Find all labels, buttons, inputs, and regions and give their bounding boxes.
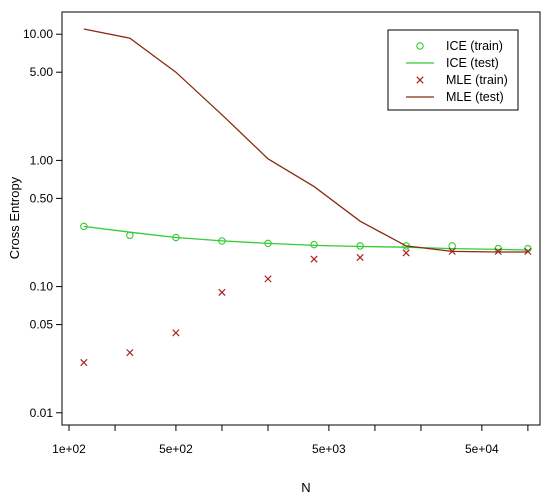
y-tick-label: 0.01	[30, 406, 54, 420]
x-tick-label: 1e+02	[52, 442, 86, 456]
y-tick-label: 0.10	[30, 280, 54, 294]
point-stroke	[172, 329, 180, 337]
x-tick-label: 5e+03	[312, 442, 346, 456]
legend-label-ice-test: ICE (test)	[446, 56, 499, 70]
plot-frame	[61, 11, 541, 426]
x-tick-label: 5e+02	[159, 442, 193, 456]
legend-key-circle	[416, 42, 424, 50]
point-mle-train	[218, 288, 226, 296]
point-stroke	[356, 253, 364, 262]
legend-label-mle-train: MLE (train)	[446, 73, 508, 87]
point-stroke	[264, 275, 272, 283]
point-ice-train	[310, 240, 318, 249]
x-axis-label: N	[301, 480, 310, 495]
series-line-mle-test	[83, 28, 528, 253]
point-mle-train	[264, 275, 272, 283]
point-stroke	[310, 255, 318, 263]
y-tick-label: 0.05	[30, 318, 54, 332]
legend: ICE (train) ICE (test) MLE (train) MLE (…	[387, 29, 519, 111]
point-mle-train	[402, 249, 410, 257]
y-tick-label: 0.50	[30, 191, 54, 205]
point-stroke	[402, 249, 410, 257]
point-stroke	[218, 288, 226, 296]
y-tick-label: 5.00	[30, 65, 54, 79]
legend-label-ice-train: ICE (train)	[446, 39, 503, 53]
point-mle-train	[310, 255, 318, 263]
point-mle-train	[80, 358, 88, 367]
legend-key-cross	[416, 76, 424, 84]
y-tick-label: 1.00	[30, 153, 54, 167]
legend-key-stroke	[416, 76, 424, 84]
y-tick-label: 10.00	[23, 27, 53, 41]
legend-label-mle-test: MLE (test)	[446, 90, 504, 104]
y-axis-label: Cross Entropy	[7, 176, 22, 259]
point-mle-train	[172, 329, 180, 337]
series-line-ice-test	[83, 225, 528, 251]
point-stroke	[80, 358, 88, 367]
x-tick-label: 5e+04	[465, 442, 499, 456]
point-stroke	[126, 348, 134, 357]
point-mle-train	[126, 348, 134, 357]
point-mle-train	[356, 253, 364, 262]
